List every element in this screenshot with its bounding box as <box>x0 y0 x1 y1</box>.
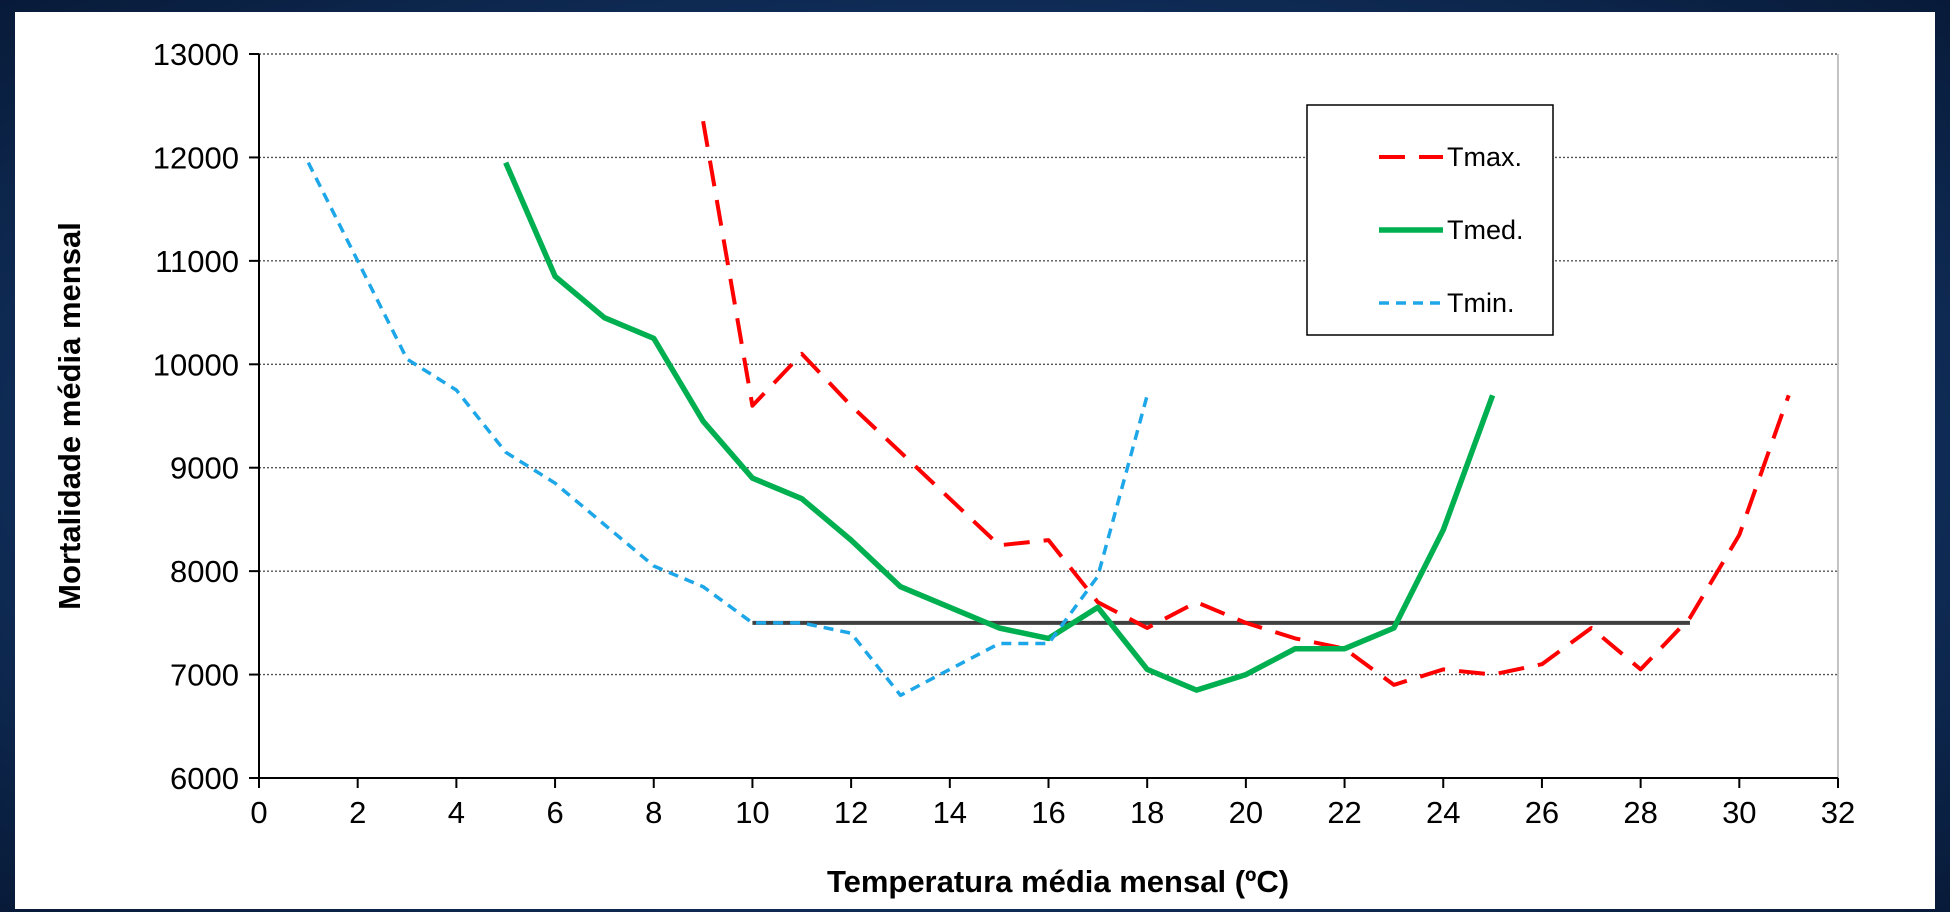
legend-label-tmed: Tmed. <box>1447 215 1524 245</box>
y-tick-label-7000: 7000 <box>170 658 239 693</box>
x-tick-label-20: 20 <box>1229 795 1263 830</box>
grid-lines <box>259 53 1838 676</box>
x-tick-label-22: 22 <box>1327 795 1361 830</box>
x-tick-label-28: 28 <box>1623 795 1657 830</box>
x-tick-label-12: 12 <box>834 795 868 830</box>
x-tick-label-32: 32 <box>1821 795 1855 830</box>
x-tick-label-18: 18 <box>1130 795 1164 830</box>
x-tick-label-0: 0 <box>250 795 267 830</box>
y-tick-label-10000: 10000 <box>153 347 239 382</box>
legend-label-tmax: Tmax. <box>1447 142 1522 172</box>
y-tick-label-6000: 6000 <box>170 761 239 796</box>
series-lines <box>306 120 1791 698</box>
y-tick-label-13000: 13000 <box>153 37 239 72</box>
series-line-tmax <box>701 120 1791 687</box>
axes <box>249 53 1839 788</box>
legend: Tmax. Tmed. Tmin. <box>1306 104 1554 336</box>
x-tick-label-30: 30 <box>1722 795 1756 830</box>
y-tick-labels: 6000 7000 8000 9000 10000 11000 12000 13000 <box>153 37 239 796</box>
x-tick-label-4: 4 <box>448 795 465 830</box>
x-tick-label-14: 14 <box>933 795 967 830</box>
x-tick-label-8: 8 <box>645 795 662 830</box>
y-tick-label-9000: 9000 <box>170 451 239 486</box>
x-tick-label-6: 6 <box>546 795 563 830</box>
y-tick-label-11000: 11000 <box>155 244 239 279</box>
x-tick-label-26: 26 <box>1525 795 1559 830</box>
series-line-tmin <box>306 161 1149 698</box>
x-tick-label-10: 10 <box>735 795 769 830</box>
x-tick-labels: 0 2 4 6 8 10 12 14 16 18 20 22 24 26 28 30 32 <box>250 795 1855 830</box>
y-tick-label-8000: 8000 <box>170 554 239 589</box>
y-tick-label-12000: 12000 <box>153 140 239 175</box>
y-axis-title: Mortalidade média mensal <box>52 222 87 610</box>
legend-box <box>1306 104 1554 336</box>
x-tick-label-16: 16 <box>1031 795 1065 830</box>
x-tick-label-24: 24 <box>1426 795 1460 830</box>
x-tick-label-2: 2 <box>349 795 366 830</box>
x-axis-title: Temperatura média mensal (ºC) <box>827 864 1289 899</box>
legend-label-tmin: Tmin. <box>1447 288 1515 318</box>
